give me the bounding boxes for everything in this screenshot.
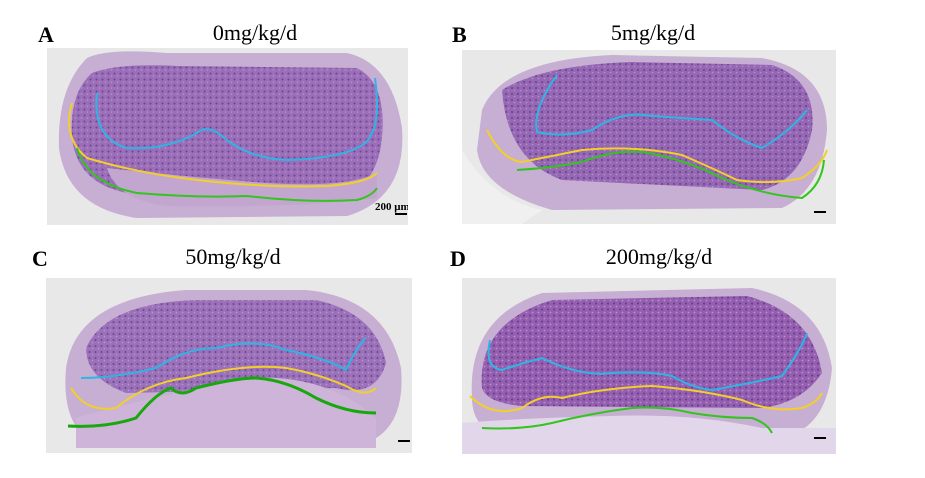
panel-c-histology-image <box>46 278 412 453</box>
panel-b-cyan-boundary <box>535 74 808 150</box>
panel-b-yellow-boundary <box>486 129 828 184</box>
panel-c-letter: C <box>32 246 48 271</box>
panel-d-letter: D <box>450 246 466 271</box>
panel-a-cyan-boundary <box>95 77 378 162</box>
panel-d-yellow-boundary <box>469 384 823 412</box>
panel-b-letter: B <box>452 22 467 47</box>
panel-b-title: 5mg/kg/d <box>610 20 696 45</box>
panel-b-green-boundary <box>516 150 825 200</box>
panel-a-scale-bar-label: 200 μm <box>375 201 408 213</box>
panel-d-cyan-boundary <box>487 332 808 392</box>
panel-d-histology-image <box>462 278 836 454</box>
panel-a-letter: A <box>38 22 54 47</box>
panel-a-green-boundary <box>76 147 378 202</box>
panel-a-title: 0mg/kg/d <box>212 20 298 45</box>
panel-c-cyan-boundary <box>80 337 367 379</box>
panel-b-histology-image <box>462 50 836 224</box>
panel-d-title: 200mg/kg/d <box>605 244 713 269</box>
panel-c-title: 50mg/kg/d <box>185 244 281 269</box>
panel-c-green-boundary <box>67 376 377 428</box>
panel-a-histology-image: 200 μm <box>47 48 408 225</box>
panel-c-yellow-boundary <box>70 365 377 410</box>
panel-d-green-boundary <box>481 406 773 434</box>
